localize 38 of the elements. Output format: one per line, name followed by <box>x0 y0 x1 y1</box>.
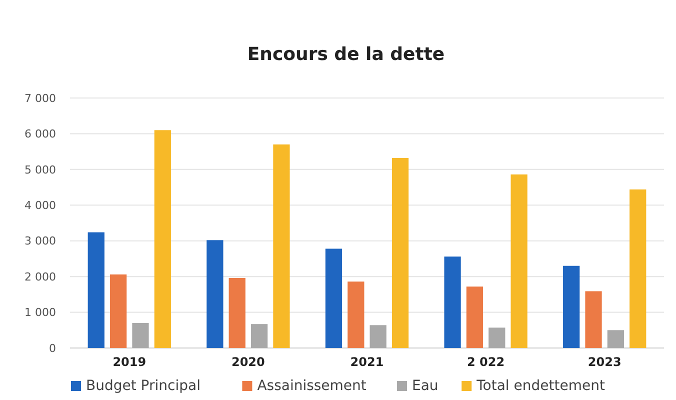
legend-label: Total endettement <box>476 378 606 394</box>
bar <box>110 274 127 348</box>
bar <box>154 130 171 348</box>
bar <box>228 278 246 348</box>
bar <box>250 324 268 348</box>
legend-label: Eau <box>412 378 438 394</box>
bar <box>563 266 580 348</box>
x-tick-label: 2020 <box>231 355 265 369</box>
bar <box>466 286 484 348</box>
y-tick-label: 3 000 <box>24 234 56 248</box>
x-tick-label: 2019 <box>112 355 146 369</box>
y-tick-label: 1 000 <box>24 306 56 320</box>
y-tick-label: 2 000 <box>24 270 56 284</box>
bar <box>325 248 342 348</box>
legend-label: Assainissement <box>257 378 367 394</box>
y-tick-label: 0 <box>49 342 56 355</box>
bar <box>607 330 624 348</box>
bar <box>444 256 461 348</box>
bar <box>392 158 409 348</box>
x-tick-label: 2 022 <box>467 355 505 369</box>
y-tick-label: 5 000 <box>24 163 56 176</box>
bar <box>585 291 602 348</box>
bar <box>206 240 224 348</box>
bar <box>348 282 364 348</box>
bar <box>273 144 290 348</box>
y-tick-label: 4 000 <box>24 198 56 212</box>
bar <box>488 328 506 348</box>
y-tick-label: 6 000 <box>24 128 56 141</box>
bar <box>630 189 646 348</box>
bar <box>510 174 528 348</box>
bar <box>88 232 104 348</box>
bar <box>132 323 149 348</box>
y-tick-label: 7 000 <box>24 92 56 105</box>
x-tick-label: 2021 <box>350 355 384 369</box>
x-tick-label: 2023 <box>588 355 622 369</box>
legend-label: Budget Principal <box>86 378 200 394</box>
bar <box>370 325 386 348</box>
chart-title: Encours de la dette <box>247 44 445 65</box>
